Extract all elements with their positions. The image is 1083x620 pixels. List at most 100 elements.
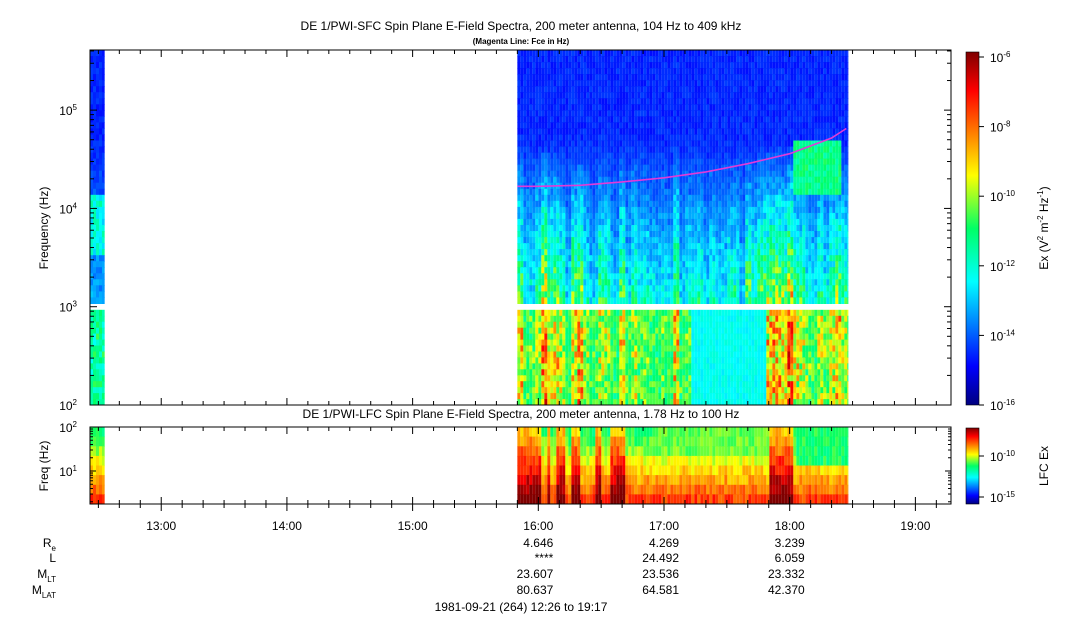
sfc-cell — [586, 249, 590, 256]
sfc-cell — [658, 231, 662, 238]
sfc-cell — [760, 225, 764, 232]
sfc-cell — [739, 62, 743, 69]
sfc-cell — [625, 68, 629, 75]
sfc-cell — [718, 297, 722, 304]
sfc-cell — [541, 285, 545, 292]
sfc-cell — [721, 285, 725, 292]
sfc-cell — [604, 50, 608, 57]
sfc-cell — [598, 297, 602, 304]
sfc-cell — [535, 122, 539, 129]
sfc-cell — [96, 146, 99, 154]
sfc-cell — [571, 116, 575, 123]
sfc-cell — [616, 56, 620, 63]
sfc-cell — [703, 243, 707, 250]
sfc-cell — [772, 80, 776, 87]
sfc-cell — [733, 116, 737, 123]
sfc-cell — [847, 194, 849, 202]
sfc-cell — [733, 62, 737, 69]
sfc-cell — [601, 182, 605, 190]
sfc-cell — [619, 188, 623, 196]
sfc-cell — [781, 146, 785, 154]
sfc-cell — [679, 206, 683, 214]
sfc-cell — [739, 231, 743, 238]
sfc-cell — [619, 297, 623, 304]
sfc-cell — [610, 68, 614, 75]
sfc-cell — [841, 243, 845, 250]
sfc-cell — [96, 315, 99, 323]
sfc-cell — [685, 56, 689, 63]
sfc-cell — [694, 158, 698, 166]
sfc-cell — [847, 218, 849, 226]
sfc-cell — [703, 285, 707, 292]
sfc-cell — [556, 128, 560, 135]
sfc-cell — [664, 237, 668, 244]
sfc-cell — [571, 164, 575, 172]
sfc-cell — [592, 194, 596, 202]
sfc-cell — [718, 200, 722, 208]
sfc-cell — [604, 128, 608, 135]
sfc-cell — [739, 249, 743, 256]
sfc-cell — [586, 273, 590, 280]
sfc-cell — [616, 243, 620, 250]
sfc-cell — [90, 104, 93, 111]
sfc-cell — [538, 200, 542, 208]
sfc-cell — [754, 62, 758, 69]
sfc-cell — [691, 104, 695, 111]
sfc-cell — [838, 128, 842, 135]
sfc-cell — [739, 164, 743, 172]
sfc-cell — [640, 92, 644, 99]
sfc-cell — [742, 218, 746, 226]
sfc-cell — [802, 188, 806, 196]
sfc-cell — [847, 200, 849, 208]
sfc-cell — [613, 74, 617, 81]
sfc-cell — [742, 243, 746, 250]
sfc-cell — [835, 261, 839, 268]
sfc-cell — [835, 285, 839, 292]
sfc-cell — [556, 200, 560, 208]
sfc-cell — [598, 164, 602, 172]
sfc-cell — [736, 80, 740, 87]
sfc-cell — [637, 92, 641, 99]
sfc-cell — [646, 285, 650, 292]
sfc-cell — [616, 267, 620, 274]
sfc-cell — [772, 188, 776, 196]
sfc-cell — [793, 74, 797, 81]
sfc-cell — [739, 212, 743, 220]
sfc-cell — [670, 261, 674, 268]
sfc-cell — [583, 243, 587, 250]
sfc-cell — [718, 267, 722, 274]
sfc-cell — [727, 128, 731, 135]
sfc-cell — [778, 62, 782, 69]
sfc-cell — [811, 134, 815, 142]
sfc-cell — [517, 164, 521, 172]
sfc-cell — [96, 170, 99, 178]
sfc-cell — [520, 212, 524, 220]
sfc-cell — [697, 104, 701, 111]
sfc-cell — [802, 86, 806, 93]
sfc-cell — [703, 231, 707, 238]
sfc-cell — [823, 261, 827, 268]
sfc-cell — [90, 225, 93, 232]
sfc-cell — [628, 297, 632, 304]
sfc-cell — [604, 68, 608, 75]
sfc-cell — [90, 152, 93, 160]
sfc-cell — [592, 188, 596, 196]
sfc-cell — [610, 152, 614, 160]
sfc-cell — [769, 297, 773, 304]
sfc-cell — [676, 62, 680, 69]
sfc-cell — [595, 122, 599, 129]
sfc-cell — [706, 206, 710, 214]
sfc-cell — [727, 116, 731, 123]
sfc-cell — [844, 279, 848, 286]
sfc-cell — [691, 237, 695, 244]
sfc-cell — [529, 98, 533, 105]
sfc-cell — [598, 182, 602, 190]
sfc-cell — [523, 249, 527, 256]
sfc-cell — [754, 273, 758, 280]
sfc-cell — [535, 285, 539, 292]
sfc-cell — [658, 291, 662, 298]
sfc-cell — [742, 98, 746, 105]
sfc-cell — [790, 170, 794, 178]
sfc-cell — [715, 86, 719, 93]
sfc-cell — [604, 267, 608, 274]
